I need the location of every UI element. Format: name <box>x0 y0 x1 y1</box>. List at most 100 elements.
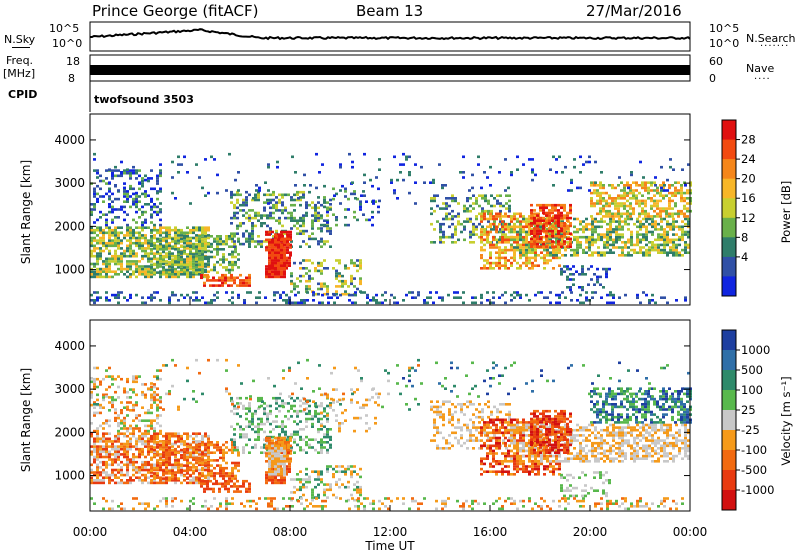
velocity-cell <box>117 414 120 417</box>
power-cell <box>126 231 129 235</box>
power-cell <box>117 226 120 229</box>
power-cell <box>189 265 192 268</box>
velocity-cell <box>126 466 129 469</box>
velocity-cell <box>239 425 242 428</box>
velocity-cell <box>150 464 153 467</box>
power-cell <box>278 201 281 204</box>
power-cell <box>359 200 362 203</box>
power-cell <box>561 291 564 294</box>
power-cell <box>594 228 597 231</box>
power-cell <box>492 222 495 226</box>
power-cell <box>432 301 435 305</box>
power-cell <box>451 215 454 218</box>
power-cell <box>180 258 183 261</box>
velocity-cell <box>299 448 302 452</box>
power-cell <box>198 235 201 238</box>
power-cell <box>611 215 614 218</box>
power-cell <box>123 200 126 203</box>
power-cell <box>519 238 522 242</box>
power-cell <box>522 251 525 254</box>
power-cell <box>102 239 105 242</box>
velocity-cell <box>260 422 263 426</box>
power-cell <box>530 211 533 215</box>
freq-tick-min: 8 <box>68 72 75 85</box>
power-cell <box>668 184 671 187</box>
power-cell <box>684 241 687 244</box>
power-cell <box>171 273 174 276</box>
power-cell <box>495 230 498 234</box>
power-cell <box>496 194 499 197</box>
velocity-cell <box>204 476 207 479</box>
power-cell <box>141 221 144 224</box>
velocity-cell <box>150 450 153 454</box>
velocity-cell <box>272 435 275 439</box>
power-cell <box>162 273 165 276</box>
power-cell <box>311 214 314 217</box>
velocity-cell <box>204 450 207 454</box>
power-cell <box>186 257 189 261</box>
power-cell <box>402 299 405 302</box>
power-cell <box>138 247 141 250</box>
power-cell <box>105 273 108 276</box>
velocity-cell <box>231 477 234 480</box>
power-cell <box>286 241 289 244</box>
velocity-cell <box>150 458 153 461</box>
power-cell <box>536 214 539 217</box>
power-cell <box>147 273 150 276</box>
power-cell <box>192 226 195 229</box>
power-cell <box>672 248 675 252</box>
power-cell <box>608 267 611 271</box>
power-cell <box>626 184 629 187</box>
power-cell <box>618 225 621 229</box>
power-cell <box>359 279 362 283</box>
power-cell <box>290 290 293 293</box>
power-cell <box>543 296 546 299</box>
power-cell <box>129 262 132 266</box>
power-cell <box>623 202 626 205</box>
power-cell <box>271 256 274 260</box>
velocity-cell <box>132 460 135 464</box>
power-cell <box>627 217 630 221</box>
velocity-cell <box>296 433 299 436</box>
power-cell <box>596 199 599 203</box>
power-cell <box>377 187 380 191</box>
power-cell <box>272 203 275 207</box>
power-cell <box>129 177 132 180</box>
velocity-cell <box>135 414 138 417</box>
power-cell <box>99 247 102 250</box>
power-cell <box>620 197 623 200</box>
power-cell <box>333 301 336 305</box>
power-cell <box>629 191 632 195</box>
power-cell <box>242 235 245 238</box>
power-cell <box>281 203 284 207</box>
power-cell <box>144 178 147 182</box>
velocity-cell <box>314 415 317 418</box>
power-cell <box>283 251 286 254</box>
power-cell <box>222 253 225 256</box>
power-cell <box>150 213 153 216</box>
power-cell <box>555 243 558 247</box>
power-cell <box>123 192 126 196</box>
power-cell <box>609 233 612 236</box>
power-cell <box>141 254 144 258</box>
power-cell <box>611 197 614 200</box>
power-cell <box>267 165 270 169</box>
power-cell <box>608 202 611 205</box>
power-cell <box>99 252 102 255</box>
power-cell <box>657 235 660 239</box>
power-cell <box>311 201 314 204</box>
velocity-cell <box>150 385 153 389</box>
power-cell <box>320 264 323 267</box>
power-cell <box>681 238 684 242</box>
velocity-cell <box>263 446 266 449</box>
velocity-cell <box>225 461 228 465</box>
power-cell <box>442 230 445 234</box>
power-cell <box>662 194 665 197</box>
power-cell <box>549 251 552 254</box>
power-cell <box>183 236 186 240</box>
power-cell <box>233 242 236 246</box>
power-cell <box>280 264 283 267</box>
power-cell <box>675 225 678 229</box>
power-cell <box>576 238 579 242</box>
velocity-cell <box>123 424 126 428</box>
